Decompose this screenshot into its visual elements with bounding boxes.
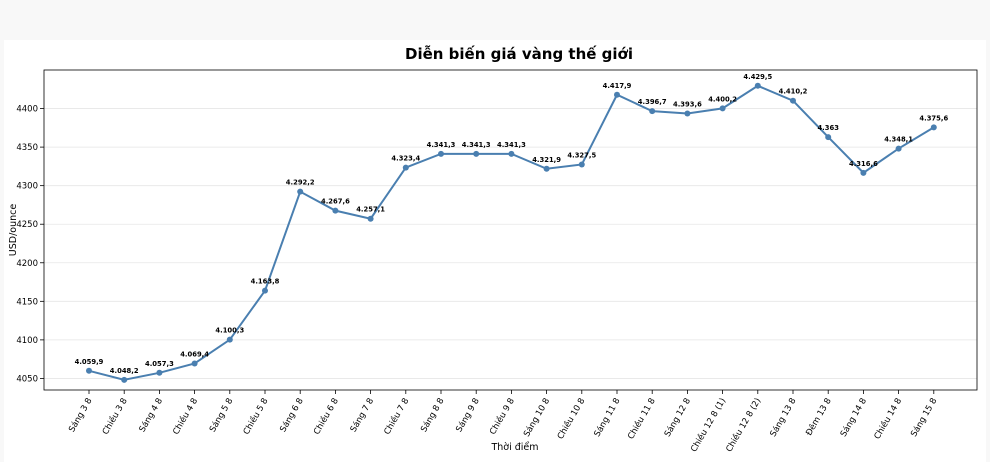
series-line bbox=[88, 84, 935, 381]
x-tick-label: Chiều 14 8 bbox=[872, 396, 904, 441]
data-label: 4.059,9 bbox=[75, 358, 104, 366]
data-point bbox=[825, 134, 832, 141]
x-tick-label: Sáng 14 8 bbox=[839, 397, 869, 439]
data-point bbox=[754, 82, 761, 89]
data-point bbox=[719, 105, 726, 112]
data-point bbox=[543, 165, 550, 172]
chart-container: Diễn biến giá vàng thế giới 4050 4100 4150… bbox=[4, 40, 986, 462]
y-tick-label: 4250 bbox=[16, 220, 38, 230]
data-point bbox=[508, 150, 515, 157]
y-tick-label: 4350 bbox=[16, 143, 38, 153]
data-label: 4.396,7 bbox=[638, 98, 667, 106]
data-label: 4.323,4 bbox=[391, 155, 420, 163]
y-tick-label: 4100 bbox=[16, 336, 38, 346]
x-tick-label: Chiều 9 8 bbox=[487, 396, 517, 437]
data-label: 4.400,2 bbox=[708, 95, 737, 103]
x-tick-label: Sáng 15 8 bbox=[909, 397, 939, 439]
y-tick-label: 4050 bbox=[16, 374, 38, 384]
x-tick-label: Sáng 10 8 bbox=[522, 397, 552, 439]
data-point bbox=[895, 145, 902, 152]
data-point bbox=[649, 108, 656, 115]
x-tick-label: Sáng 11 8 bbox=[592, 397, 622, 439]
data-point bbox=[191, 360, 198, 367]
data-point bbox=[402, 164, 409, 171]
data-label: 4.267,6 bbox=[321, 198, 350, 206]
x-tick-label: Chiều 4 8 bbox=[170, 396, 200, 437]
x-tick-label: Chiều 12 8 (2) bbox=[724, 396, 764, 454]
chart-title: Diễn biến giá vàng thế giới bbox=[405, 44, 633, 63]
y-axis-title: USD/ounce bbox=[8, 204, 19, 257]
data-label: 4.341,3 bbox=[427, 141, 456, 149]
y-tick-label: 4300 bbox=[16, 182, 38, 192]
y-tick-label: 4200 bbox=[16, 259, 38, 269]
data-point bbox=[684, 110, 691, 117]
line-chart: Diễn biến giá vàng thế giới 4050 4100 4150… bbox=[8, 44, 978, 454]
data-label: 4.048,2 bbox=[110, 367, 139, 375]
data-label: 4.057,3 bbox=[145, 360, 174, 368]
data-label: 4.316,6 bbox=[849, 160, 878, 168]
x-tick-label: Sáng 5 8 bbox=[208, 397, 235, 435]
data-point bbox=[226, 336, 233, 343]
data-point bbox=[156, 369, 163, 376]
data-label: 4.341,3 bbox=[462, 141, 491, 149]
data-point bbox=[473, 150, 480, 157]
data-label: 4.341,3 bbox=[497, 141, 526, 149]
x-tick-label: Sáng 8 8 bbox=[419, 397, 446, 435]
x-tick-label: Sáng 7 8 bbox=[349, 397, 376, 435]
x-tick-label: Chiều 5 8 bbox=[241, 396, 271, 437]
data-label: 4.375,6 bbox=[919, 114, 948, 122]
data-label: 4.321,9 bbox=[532, 156, 561, 164]
data-point bbox=[438, 150, 444, 157]
data-label: 4.163,8 bbox=[251, 278, 280, 286]
data-label: 4.429,5 bbox=[743, 73, 772, 81]
data-point bbox=[297, 188, 304, 195]
x-tick-label: Sáng 6 8 bbox=[278, 397, 305, 435]
data-label: 4.363 bbox=[817, 124, 839, 132]
x-tick-label: Sáng 4 8 bbox=[138, 397, 165, 435]
x-tick-label: Sáng 13 8 bbox=[768, 397, 798, 439]
x-tick-label: Sáng 12 8 bbox=[663, 397, 693, 439]
x-tick-label: Chiều 10 8 bbox=[555, 396, 587, 441]
x-tick-label: Đêm 13 8 bbox=[803, 396, 833, 438]
data-point bbox=[930, 124, 937, 131]
data-point bbox=[121, 376, 128, 383]
data-point bbox=[367, 215, 374, 222]
data-label: 4.393,6 bbox=[673, 100, 702, 108]
data-label: 4.417,9 bbox=[603, 82, 632, 90]
data-label: 4.327,5 bbox=[567, 151, 596, 159]
y-axis: 4050 4100 4150 4200 4250 4300 4350 4400 bbox=[16, 105, 44, 384]
x-tick-label: Chiều 3 8 bbox=[100, 396, 130, 437]
data-point bbox=[614, 91, 620, 98]
data-point bbox=[332, 207, 339, 214]
data-label: 4.100,3 bbox=[215, 327, 244, 335]
grid-lines bbox=[44, 108, 977, 379]
x-axis-title: Thời điểm bbox=[490, 442, 538, 453]
data-label: 4.069,4 bbox=[180, 350, 209, 358]
data-label: 4.292,2 bbox=[286, 179, 315, 187]
data-point bbox=[262, 287, 268, 294]
plot-area-frame bbox=[43, 69, 978, 391]
x-tick-label: Chiều 12 8 (1) bbox=[688, 396, 728, 454]
data-point bbox=[86, 367, 92, 374]
x-tick-label: Sáng 3 8 bbox=[67, 397, 94, 435]
data-points bbox=[86, 82, 937, 383]
x-tick-label: Chiều 7 8 bbox=[382, 396, 412, 437]
data-labels: 4.059,9 4.048,2 4.057,3 4.069,4 4.100,3 4.163… bbox=[75, 73, 949, 375]
data-point bbox=[860, 169, 867, 176]
data-point bbox=[578, 161, 585, 168]
y-tick-label: 4400 bbox=[16, 105, 38, 115]
x-tick-label: Chiều 11 8 bbox=[625, 396, 657, 441]
data-label: 4.410,2 bbox=[779, 88, 808, 96]
data-point bbox=[790, 97, 796, 104]
y-tick-label: 4150 bbox=[16, 297, 38, 307]
data-label: 4.257,1 bbox=[356, 206, 385, 214]
x-tick-label: Sáng 9 8 bbox=[454, 397, 481, 435]
data-label: 4.348,1 bbox=[884, 136, 913, 144]
x-tick-label: Chiều 6 8 bbox=[311, 396, 341, 437]
